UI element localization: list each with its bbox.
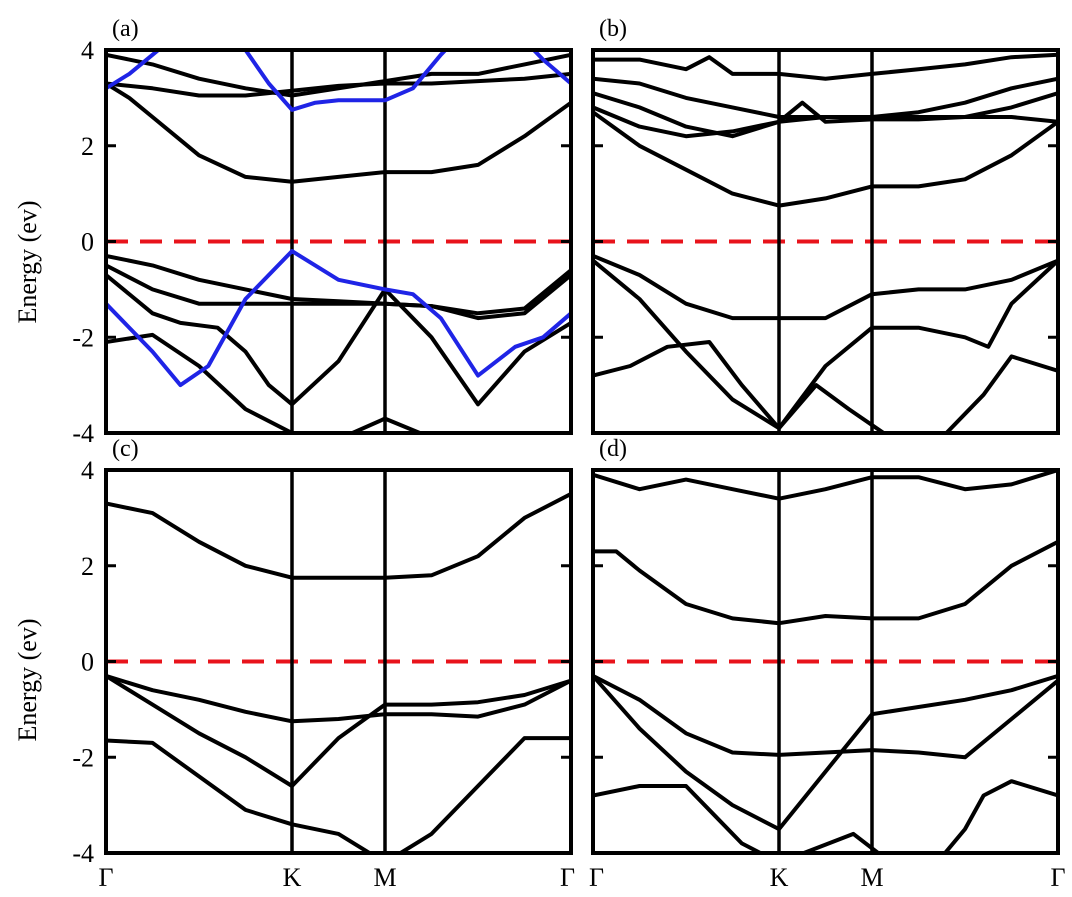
band-6	[942, 779, 1058, 853]
panel-label: (d)	[599, 436, 627, 462]
band-3	[593, 673, 1058, 760]
y-axis-title-top: Energy (ev)	[13, 201, 42, 324]
x-tick-label-Γ: Γ	[589, 863, 604, 892]
panel-plot-area	[593, 50, 1058, 433]
y-tick-label: 2	[81, 132, 94, 161]
panel-label: (b)	[599, 16, 627, 42]
y-tick-label: -2	[72, 323, 94, 352]
highlight-band-8	[106, 249, 571, 388]
band-5	[106, 263, 571, 321]
band-5	[593, 784, 882, 853]
band-1	[106, 491, 571, 580]
band-4	[593, 105, 1058, 139]
band-3	[106, 673, 571, 788]
band-1	[593, 470, 1058, 501]
panel-b: (b)	[591, 16, 1060, 435]
panel-plot-area	[106, 470, 571, 853]
panel-label: (a)	[112, 16, 139, 42]
panel-c: -4 -2 0 2 4 (c) Γ K M Γ	[72, 436, 575, 892]
band-2	[106, 673, 571, 724]
band-4	[106, 253, 571, 316]
x-tick-label-M: M	[860, 863, 883, 892]
panel-plot-area	[593, 470, 1058, 853]
y-tick-label: 0	[81, 648, 94, 677]
x-tick-label-Γ: Γ	[98, 863, 113, 892]
x-tick-label-Γ: Γ	[1050, 863, 1065, 892]
band-3	[106, 81, 571, 184]
band-7	[593, 258, 1058, 431]
x-tick-label-K: K	[283, 863, 302, 892]
y-tick-label: 0	[81, 228, 94, 257]
band-7	[106, 332, 426, 433]
y-axis-title-bottom: Energy (ev)	[13, 619, 42, 742]
band-5	[593, 110, 1058, 208]
highlight-band-9	[106, 50, 571, 112]
y-tick-label: 4	[81, 456, 94, 485]
y-tick-label: 2	[81, 552, 94, 581]
y-tick-label: 4	[81, 36, 94, 65]
band-6	[106, 273, 571, 407]
band-9	[943, 354, 1058, 433]
x-tick-label-K: K	[770, 863, 789, 892]
band-8	[593, 340, 888, 433]
x-tick-label-Γ: Γ	[560, 863, 575, 892]
band-1	[106, 52, 571, 98]
band-6	[593, 253, 1058, 321]
panel-label: (c)	[112, 436, 139, 462]
y-tick-label: -2	[72, 743, 94, 772]
band-4	[106, 736, 571, 853]
band-2	[593, 539, 1058, 626]
panel-plot-area	[106, 50, 571, 433]
band-2	[106, 71, 571, 98]
panel-a: -4 -2 0 2 4 (a)	[72, 16, 573, 448]
x-tick-label-M: M	[373, 863, 396, 892]
y-tick-label: -4	[72, 419, 94, 448]
band-4	[593, 673, 1058, 832]
panel-d: (d) Γ K M Γ	[589, 436, 1066, 892]
y-tick-label: -4	[72, 839, 94, 868]
band-1	[593, 52, 1058, 81]
